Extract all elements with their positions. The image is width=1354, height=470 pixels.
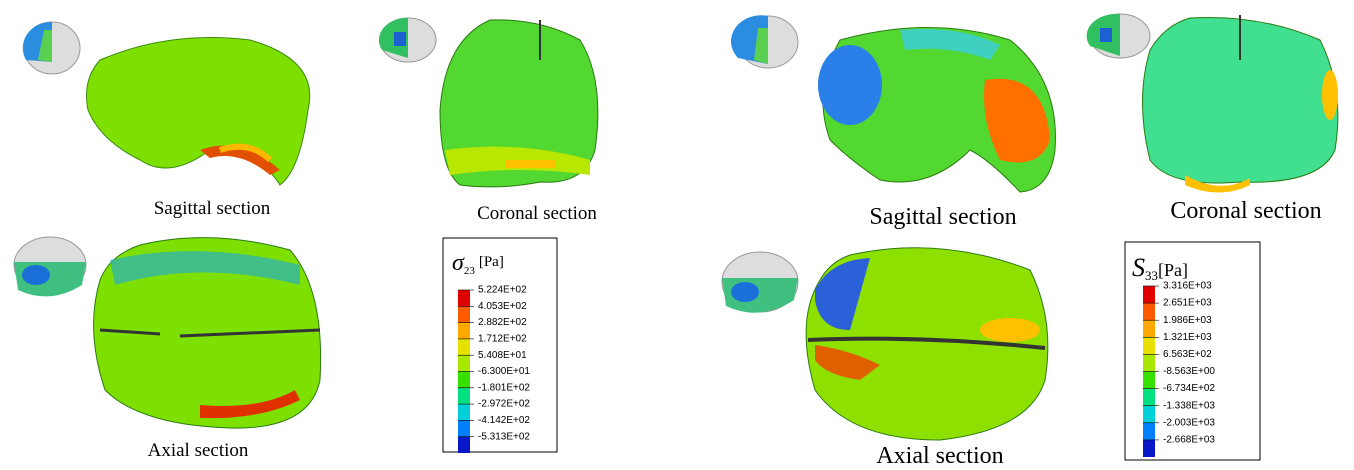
- legend-swatch: [1143, 371, 1155, 389]
- caption: Sagittal section: [154, 198, 271, 219]
- subscript: 23: [464, 265, 476, 277]
- unit: [Pa]: [479, 254, 504, 270]
- legend-swatch: [458, 306, 470, 323]
- left-sagittal-contour: [86, 37, 311, 186]
- legend-label: -2.003E+03: [1163, 417, 1215, 428]
- legend: S33[Pa] 3.316E+03 2.651E+03 1.986E+03 1.321…: [1124, 241, 1261, 461]
- legend-label: 5.224E+02: [478, 285, 527, 296]
- unit: [Pa]: [1158, 260, 1188, 280]
- caption: Axial section: [148, 440, 249, 461]
- right-coronal-contour: [1142, 15, 1339, 193]
- legend-label: -6.734E+02: [1163, 383, 1215, 394]
- legend-swatch: [458, 420, 470, 437]
- legend-label: -6.300E+01: [478, 366, 530, 377]
- legend-label: 6.563E+02: [1163, 349, 1212, 360]
- caption: Coronal section: [477, 203, 597, 224]
- legend-label: 2.651E+03: [1163, 298, 1212, 309]
- legend-swatch: [1143, 320, 1155, 338]
- caption: Coronal section: [1170, 198, 1321, 224]
- legend-title: S33[Pa]: [1132, 253, 1188, 283]
- thumbnails: [13, 13, 1151, 313]
- legend-swatch: [458, 355, 470, 372]
- legend-label: 2.882E+02: [478, 317, 527, 328]
- legend-swatch: [458, 322, 470, 339]
- legend-swatch: [1143, 439, 1155, 457]
- legend-swatch: [1143, 422, 1155, 440]
- legend-swatch: [458, 404, 470, 421]
- symbol: σ: [452, 250, 465, 276]
- symbol: S: [1132, 253, 1145, 282]
- legend-label: 1.321E+03: [1163, 332, 1212, 343]
- legend-swatch: [458, 371, 470, 388]
- legend-swatch: [1143, 388, 1155, 406]
- legend-label: 3.316E+03: [1163, 281, 1212, 292]
- right-sagittal-contour: [818, 27, 1056, 193]
- legend-label: -2.972E+02: [478, 399, 530, 410]
- legend-swatch: [458, 387, 470, 405]
- legend-label: 5.408E+01: [478, 350, 527, 361]
- legend-swatch: [458, 436, 470, 453]
- legend-swatch: [1143, 303, 1155, 321]
- legend-label: -8.563E+00: [1163, 366, 1215, 377]
- legend-label: -2.668E+03: [1163, 435, 1215, 446]
- subscript: 33: [1145, 268, 1158, 283]
- legend-swatch: [1143, 337, 1155, 355]
- left-coronal-contour: [439, 19, 599, 188]
- legend-title: σ23[Pa]: [452, 250, 504, 277]
- legend-label: -4.142E+02: [478, 415, 530, 426]
- legend-label: 4.053E+02: [478, 301, 527, 312]
- legend-swatch: [1143, 354, 1155, 372]
- legend-label: -1.801E+02: [478, 382, 530, 393]
- legend-label: 1.712E+02: [478, 334, 527, 345]
- caption: Sagittal section: [869, 204, 1016, 230]
- left-axial-contour: [93, 237, 322, 429]
- legend-swatch: [458, 290, 470, 307]
- legend-label: -5.313E+02: [478, 431, 530, 442]
- legend: σ23[Pa] 5.224E+02 4.053E+02 2.882E+02 1.712…: [442, 237, 558, 453]
- legend-swatch: [1143, 286, 1155, 304]
- legend-label: 1.986E+03: [1163, 315, 1212, 326]
- caption: Axial section: [876, 443, 1003, 469]
- legend-swatch: [1143, 405, 1155, 423]
- right-axial-contour: [805, 247, 1049, 441]
- legend-label: -1.338E+03: [1163, 400, 1215, 411]
- legend-swatch: [458, 338, 470, 356]
